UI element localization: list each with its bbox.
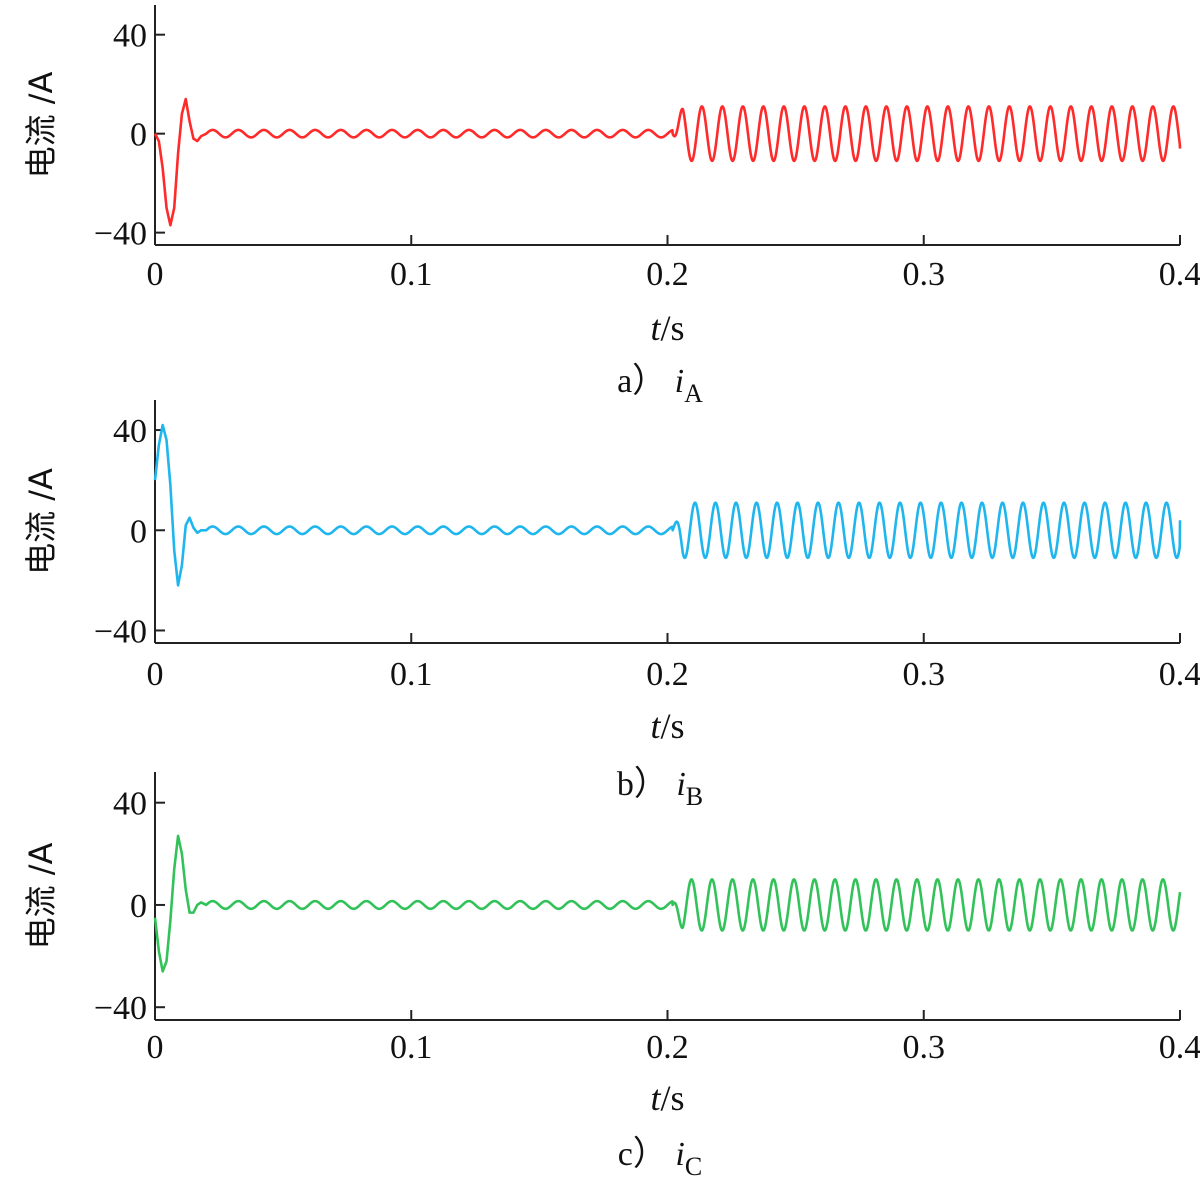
- y-tick-label: 40: [113, 18, 147, 55]
- x-tick-label: 0: [147, 656, 164, 693]
- x-tick-label: 0.1: [390, 1029, 433, 1066]
- series-line-C: [153, 834, 1182, 973]
- y-tick-label: −40: [94, 216, 147, 253]
- panel-caption: a） iA: [617, 362, 703, 408]
- y-tick-label: 40: [113, 786, 147, 823]
- y-tick-label: −40: [94, 613, 147, 650]
- y-tick-label: 0: [130, 117, 147, 154]
- x-tick-label: 0.4: [1159, 656, 1200, 693]
- x-tick-label: 0: [147, 256, 164, 293]
- x-tick-label: 0.3: [903, 256, 946, 293]
- x-tick-label: 0.2: [646, 256, 689, 293]
- series-line-A: [153, 97, 1182, 227]
- x-axis-label: t/s: [650, 706, 684, 746]
- x-tick-label: 0.1: [390, 256, 433, 293]
- x-tick-label: 0.2: [646, 656, 689, 693]
- x-tick-label: 0.3: [903, 656, 946, 693]
- panel-caption: c） iC: [618, 1135, 702, 1181]
- x-tick-label: 0.4: [1159, 1029, 1200, 1066]
- x-tick-label: 0.4: [1159, 256, 1200, 293]
- y-tick-label: 0: [130, 513, 147, 550]
- y-axis-label: 电流 /A: [22, 71, 60, 178]
- y-tick-label: 0: [130, 888, 147, 925]
- panel-caption: b） iB: [617, 765, 703, 811]
- x-tick-label: 0.3: [903, 1029, 946, 1066]
- x-tick-label: 0.1: [390, 656, 433, 693]
- x-axis-label: t/s: [650, 308, 684, 348]
- series-line-B: [153, 423, 1182, 587]
- y-axis-label: 电流 /A: [22, 842, 60, 949]
- x-tick-label: 0: [147, 1029, 164, 1066]
- x-axis-label: t/s: [650, 1078, 684, 1118]
- y-axis-label: 电流 /A: [22, 468, 60, 575]
- y-tick-label: 40: [113, 413, 147, 450]
- y-tick-label: −40: [94, 990, 147, 1027]
- x-tick-label: 0.2: [646, 1029, 689, 1066]
